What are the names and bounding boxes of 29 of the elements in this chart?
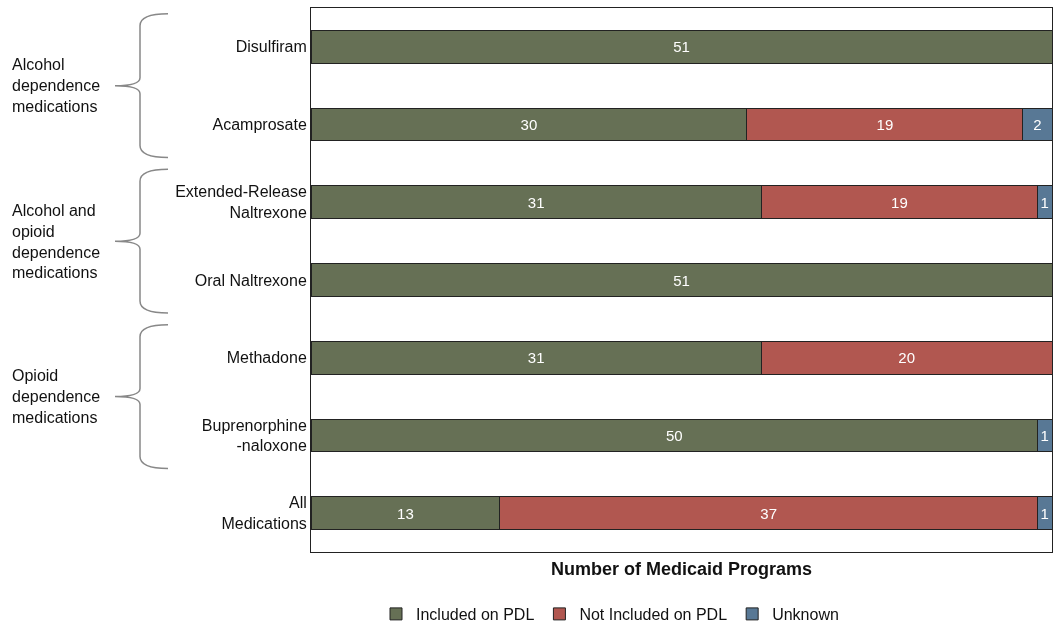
legend-label: Not Included on PDL (579, 606, 728, 624)
data-label: 20 (898, 349, 916, 367)
data-label: 51 (673, 38, 690, 56)
text: Alcohol dependence medications (12, 56, 101, 115)
data-label: 19 (891, 193, 908, 211)
legend-label: Included on PDL (416, 606, 535, 624)
data-label: 13 (397, 504, 414, 522)
data-label: 51 (673, 271, 690, 289)
y-tick-label: Extended-Release Naltrexone (175, 183, 307, 222)
data-label: 50 (665, 426, 683, 444)
y-tick-label: Acamprosate (212, 116, 307, 134)
legend-label: Unknown (772, 606, 839, 624)
data-label: 37 (760, 504, 778, 522)
y-tick-label: Buprenorphine -naloxone (201, 416, 307, 455)
y-tick-label: Methadone (226, 349, 307, 367)
data-label: 1 (1040, 193, 1049, 211)
data-label: 2 (1033, 116, 1042, 134)
text: Opioid dependence medications (12, 367, 101, 426)
x-axis-title: Number of Medicaid Programs (550, 559, 813, 580)
data-label: 31 (527, 193, 545, 211)
data-label: 1 (1040, 426, 1049, 444)
y-tick-label: Disulfiram (235, 38, 307, 56)
text: Alcohol and opioid dependence medications (12, 202, 101, 282)
data-label: 30 (520, 116, 538, 134)
y-tick-label: All Medications (221, 494, 307, 533)
y-tick-label: Oral Naltrexone (194, 271, 307, 289)
data-label: 19 (876, 116, 894, 134)
data-label: 1 (1040, 504, 1049, 522)
data-label: 31 (527, 349, 545, 367)
